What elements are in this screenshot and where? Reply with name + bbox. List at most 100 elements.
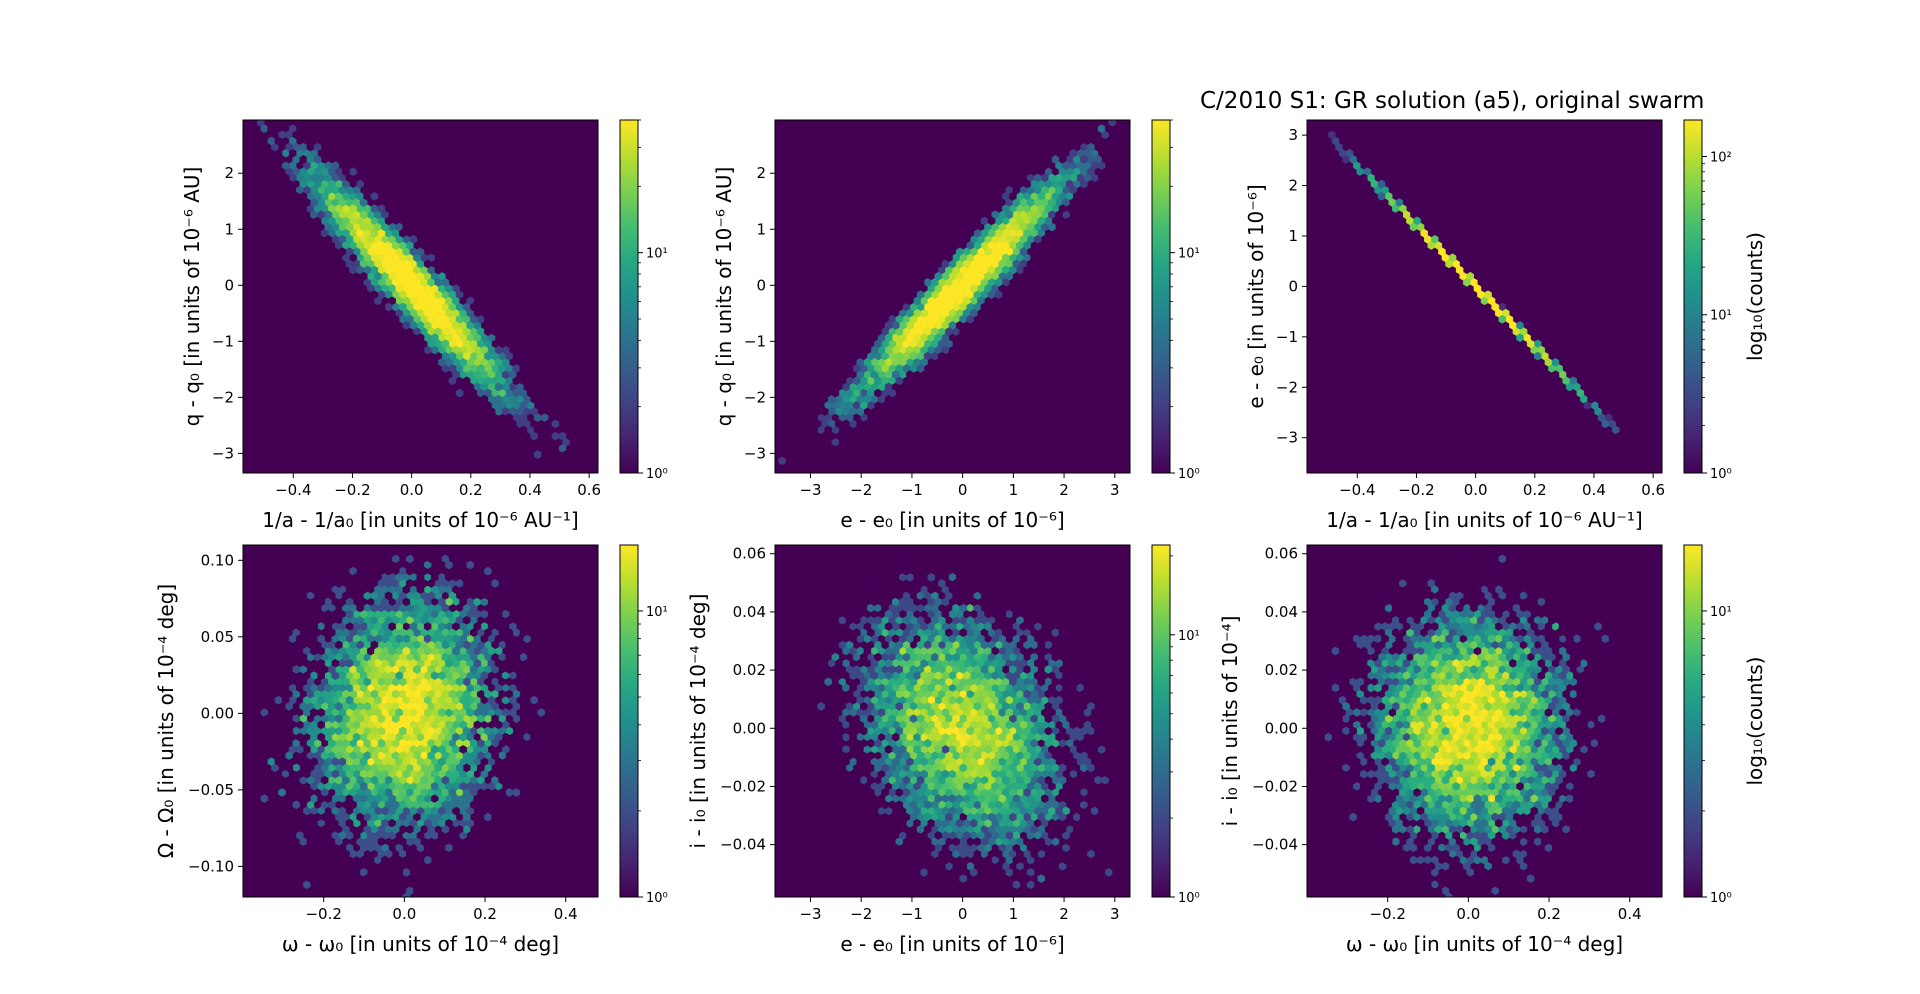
hexbin-cell [1019,720,1028,730]
hexbin-cell [331,671,340,680]
hexbin-cell [388,806,396,816]
hexbin-cell [357,899,364,907]
hexbin-cell [966,788,974,797]
hexbin-cell [906,394,914,404]
hexbin-cell [512,763,521,773]
hexbin-cell [505,351,513,361]
hexbin-cell [909,800,918,810]
hexbin-cell [892,585,900,594]
hexbin-cell [966,800,974,810]
y-axis-label: Ω - Ω₀ [in units of 10⁻⁴ deg] [154,584,178,858]
hexbin-cell [491,825,499,834]
hexbin-cell [1119,855,1127,865]
y-axis-label: e - e₀ [in units of 10⁻⁶] [1244,184,1268,408]
hexbin-cell [817,775,825,785]
hexbin-cell [810,615,818,625]
hexbin-cell [1016,603,1024,613]
hexbin-cell [328,179,336,189]
hexbin-cell [945,290,953,300]
hexbin-cell [920,321,928,330]
hexbin-cell [849,671,857,680]
hexbin-cell [388,745,396,754]
hexbin-cell [902,689,911,699]
hexbin-cell [1019,634,1028,644]
hexbin-cell [466,560,474,570]
y-axis-label: i - i₀ [in units of 10⁻⁴ deg] [686,594,710,849]
x-tick-label: −3 [799,905,821,923]
hexbin-cell [1020,905,1027,913]
hexbin-cell [306,726,315,736]
hexbin-cell [899,284,907,293]
hexbin-cell [541,545,549,551]
hexbin-cell [402,892,411,897]
hexbin-cell [328,714,336,724]
hexbin-cell [945,253,953,263]
hexbin-cell [313,689,322,699]
hexbin-cell [1009,751,1017,760]
y-tick-label: 0 [1288,277,1298,295]
hexbin-cell [466,708,474,717]
hexbin-cell [431,769,439,779]
hexbin-cell [810,425,818,435]
hexbin-cell [895,788,903,797]
hexbin-cell [1012,781,1021,791]
hexbin-cell [313,849,322,859]
hexbin-cell [849,732,857,742]
hexbin-cell [292,130,300,140]
x-tick-label: −2 [850,481,872,499]
hexbin-cell [416,345,425,355]
hexbin-cell [970,818,978,828]
hexbin-cell [367,658,375,668]
hexbin-cell [934,745,942,754]
hexbin-cell [491,702,499,711]
hexbin-cell [388,732,396,742]
hexbin-cell [966,677,974,687]
hexbin-cell [874,763,882,773]
hexbin-cell [434,615,442,625]
hexbin-cell [849,683,857,693]
hexbin-cell [317,634,325,644]
hexbin-cell [803,751,811,760]
hexbin-cell [949,905,956,913]
hexbin-cell [1033,247,1042,256]
hexbin-cell [395,572,403,582]
hexbin-cell [792,468,800,473]
hexbin-cell [857,536,864,544]
hexbin-cell [984,855,992,865]
colorbar-tick-label: 10⁰ [1710,467,1732,482]
hexbin-cell [1041,185,1049,195]
hexbin-cell [966,615,974,625]
colorbar-tick-label: 10⁰ [646,891,668,906]
hexbin-cell [941,855,950,865]
hexbin-cell [1395,198,1404,207]
hexbin-cell [342,628,350,637]
hexbin-cell [1587,394,1595,404]
axes-frame [774,119,1131,474]
hexbin-cell [984,745,992,754]
hexbin-cell [970,646,978,656]
hexbin-cell [494,806,503,816]
hexbin-cell [1494,769,1503,779]
hexbin-cell [462,339,471,349]
hexbin-cell [860,726,868,736]
hexbin-cell [328,738,336,748]
hexbin-cell [530,382,538,392]
hexbin-cell [271,665,279,674]
hexbin-cell [842,597,850,607]
hexbin-cell [870,585,879,594]
hexbin-cell [1030,738,1038,748]
hexbin-cell [959,640,967,650]
hexbin-cell [1094,788,1102,797]
hexbin-cell [874,738,882,748]
hexbin-cell [927,855,935,865]
hexbin-cell [384,702,393,711]
hexbin-cell [1030,751,1038,760]
hexbin-cell [1448,665,1457,674]
hexbin-cell [438,732,446,742]
hexbin-cell [331,271,340,281]
hexbin-cell [906,831,914,840]
hexbin-cell [899,296,907,306]
hexbin-cell [906,634,914,644]
hexbin-cell [466,585,474,594]
